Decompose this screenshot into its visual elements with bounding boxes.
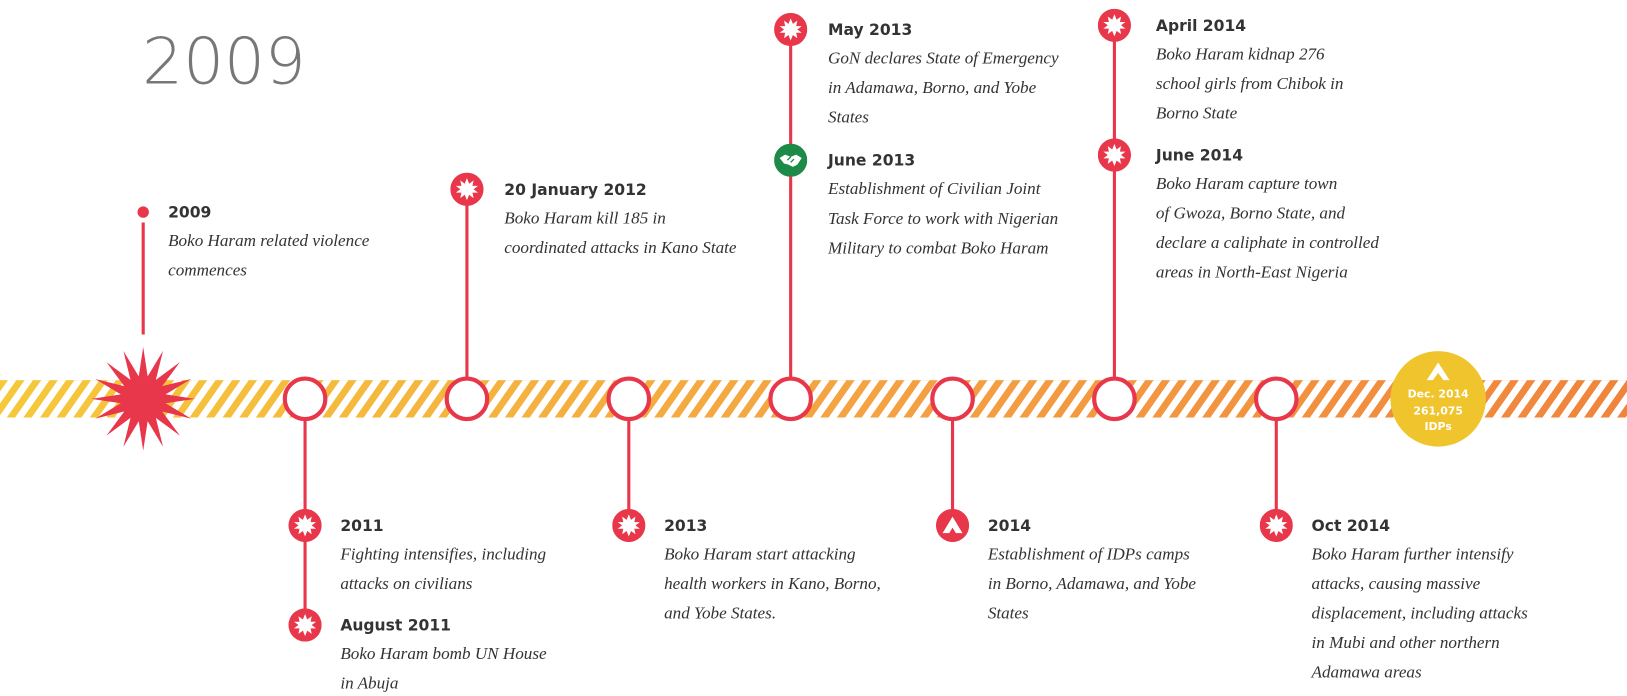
starburst bbox=[91, 346, 196, 451]
event-text: coordinated attacks in Kano State bbox=[504, 238, 737, 257]
event-text: displacement, including attacks bbox=[1312, 604, 1529, 623]
event-text: declare a caliphate in controlled bbox=[1156, 233, 1379, 252]
timeline-node bbox=[1253, 376, 1299, 422]
event-date: May 2013 bbox=[828, 21, 912, 39]
timeline-stripes bbox=[0, 380, 1627, 418]
event-text: Adamawa areas bbox=[1311, 663, 1422, 682]
timeline-node bbox=[606, 376, 652, 422]
timeline-node bbox=[282, 376, 328, 422]
event-date: 2014 bbox=[988, 517, 1031, 535]
event-icon bbox=[288, 508, 322, 543]
event-text: attacks on civilians bbox=[340, 574, 472, 593]
event-icon bbox=[1097, 8, 1132, 42]
event-date: 2011 bbox=[340, 517, 383, 535]
event-text: areas in North-East Nigeria bbox=[1156, 263, 1348, 282]
event-text: Boko Haram start attacking bbox=[664, 544, 856, 563]
event-text: Boko Haram kidnap 276 bbox=[1156, 44, 1325, 63]
timeline-node bbox=[444, 376, 490, 422]
timeline-node bbox=[930, 376, 975, 422]
event-text: Boko Haram bomb UN House bbox=[340, 644, 547, 663]
event-date: 2009 bbox=[168, 204, 211, 222]
event-icon bbox=[1259, 508, 1293, 543]
event-date: 2013 bbox=[664, 517, 707, 535]
event-text: Establishment of IDPs camps bbox=[987, 544, 1190, 563]
event-text: GoN declares State of Emergency bbox=[828, 48, 1059, 67]
event-icon bbox=[774, 12, 808, 47]
event-text: attacks, causing massive bbox=[1312, 574, 1481, 593]
event-date: April 2014 bbox=[1156, 17, 1246, 35]
idp-badge bbox=[1390, 351, 1486, 447]
badge-count: 261,075 bbox=[1413, 404, 1463, 417]
event-text: in Adamawa, Borno, and Yobe bbox=[828, 78, 1037, 97]
event-text: and Yobe States. bbox=[664, 604, 776, 623]
badge-date: Dec. 2014 bbox=[1408, 388, 1469, 401]
event-text: in Mubi and other northern bbox=[1312, 633, 1500, 652]
event-text: States bbox=[988, 604, 1029, 623]
event-date: June 2013 bbox=[827, 152, 915, 170]
event-icon bbox=[450, 172, 484, 206]
event-text: commences bbox=[168, 261, 247, 280]
event-date: August 2011 bbox=[340, 617, 451, 635]
timeline-node bbox=[1092, 376, 1137, 422]
event-text: in Abuja bbox=[340, 674, 398, 693]
event-text: States bbox=[828, 108, 869, 127]
event-text: Military to combat Boko Haram bbox=[827, 238, 1049, 257]
event-text: Task Force to work with Nigerian bbox=[828, 209, 1058, 228]
title: 2009 bbox=[142, 24, 306, 99]
event-text: Fighting intensifies, including bbox=[339, 544, 546, 563]
event-text: Boko Haram kill 185 in bbox=[504, 208, 666, 227]
event-icon bbox=[1097, 138, 1132, 172]
event-date: 20 January 2012 bbox=[504, 181, 646, 199]
badge-label: IDPs bbox=[1424, 420, 1451, 433]
event-text: Boko Haram related violence bbox=[168, 231, 370, 250]
event-icon bbox=[935, 508, 970, 543]
timeline-node bbox=[768, 376, 813, 422]
event-icon bbox=[288, 608, 322, 642]
event-date: Oct 2014 bbox=[1312, 517, 1391, 535]
event-text: health workers in Kano, Borno, bbox=[664, 574, 881, 593]
event-icon bbox=[612, 508, 646, 543]
badge-icon bbox=[1426, 362, 1450, 381]
event-text: school girls from Chibok in bbox=[1156, 74, 1344, 93]
event-icon bbox=[774, 143, 808, 177]
event-text: Borno State bbox=[1156, 103, 1238, 122]
event-text: Boko Haram capture town bbox=[1156, 174, 1337, 193]
event-dot bbox=[137, 206, 149, 218]
event-text: Establishment of Civilian Joint bbox=[827, 179, 1042, 198]
event-text: in Borno, Adamawa, and Yobe bbox=[988, 574, 1197, 593]
event-date: June 2014 bbox=[1155, 147, 1243, 165]
event-text: of Gwoza, Borno State, and bbox=[1156, 204, 1346, 223]
event-text: Boko Haram further intensify bbox=[1312, 544, 1514, 563]
